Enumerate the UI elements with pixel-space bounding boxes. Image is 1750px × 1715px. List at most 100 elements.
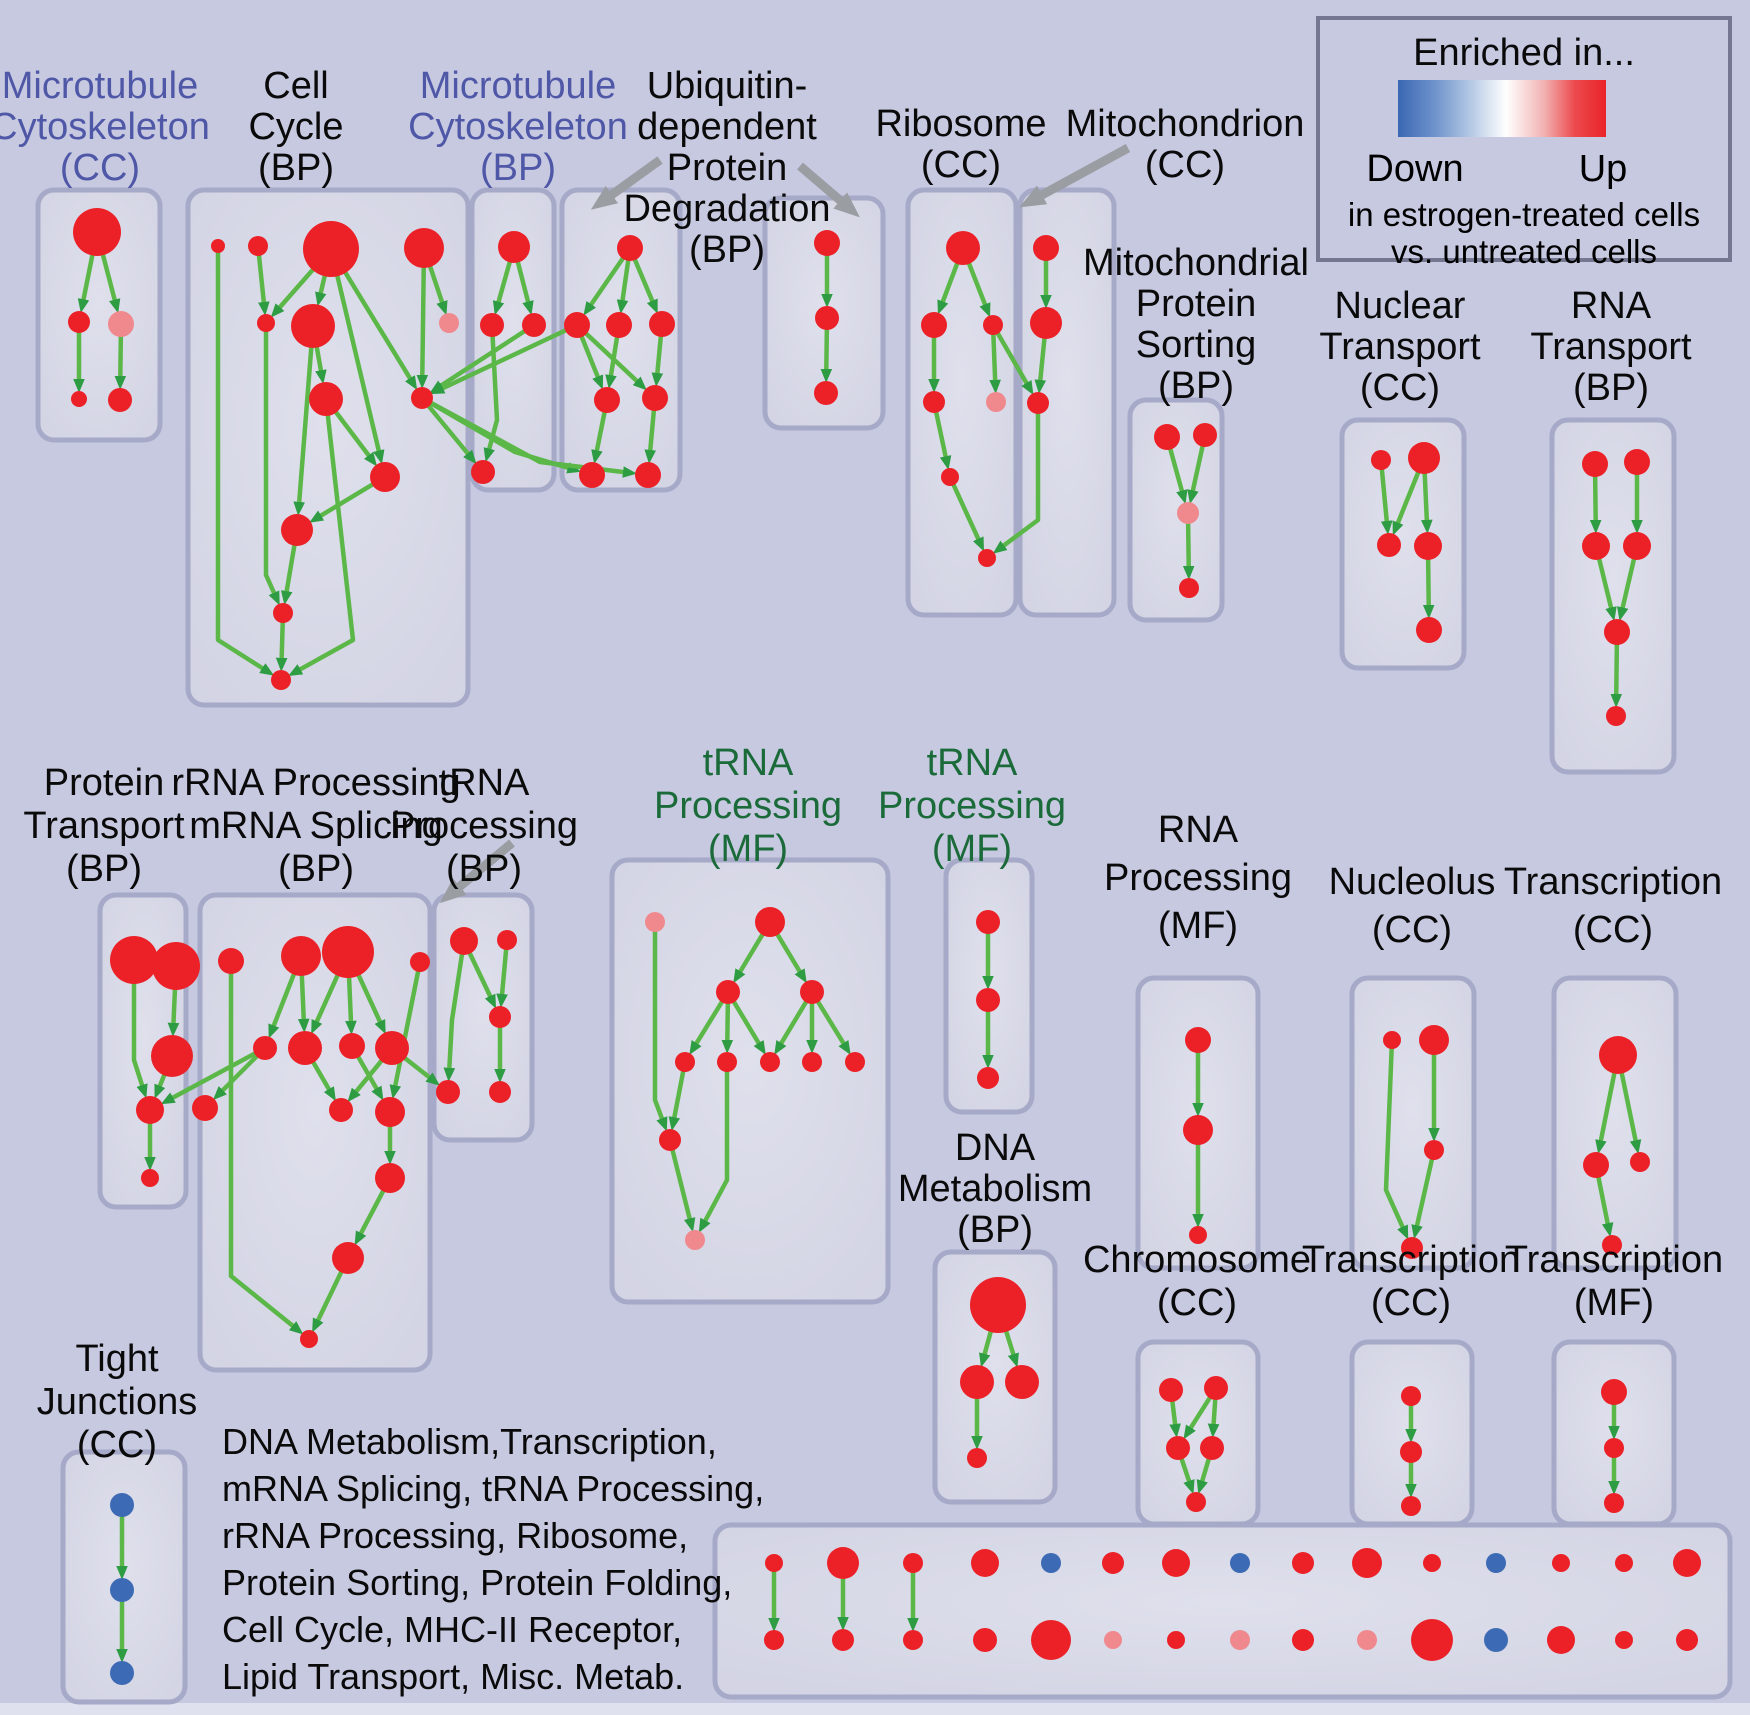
go-term-node xyxy=(1177,502,1199,524)
go-term-node xyxy=(983,315,1003,335)
lbl-trna-mf-1: Processing xyxy=(654,785,842,827)
go-term-node xyxy=(967,1448,987,1468)
go-term-node xyxy=(845,1052,865,1072)
go-term-node xyxy=(685,1230,705,1250)
go-term-node xyxy=(1104,1631,1122,1649)
go-term-node xyxy=(579,462,605,488)
go-term-node xyxy=(110,1578,134,1602)
go-term-node xyxy=(903,1553,923,1573)
go-term-node xyxy=(606,312,632,338)
lbl-dna-metabolism: DNA xyxy=(955,1127,1036,1169)
group-box-cell-cycle xyxy=(185,187,471,708)
edge-arrow xyxy=(1378,459,1393,535)
edge-arrow xyxy=(215,246,275,676)
go-term-node xyxy=(802,1052,822,1072)
go-term-node xyxy=(248,236,268,256)
go-term-node xyxy=(1630,1152,1650,1172)
go-term-node xyxy=(675,1052,695,1072)
lbl-transcription-mf: (MF) xyxy=(1574,1282,1654,1324)
edge-arrow xyxy=(328,248,385,465)
go-term-node xyxy=(498,231,530,263)
go-term-node xyxy=(594,387,620,413)
lbl-microtubule-cc: Microtubule xyxy=(2,65,198,107)
go-term-node xyxy=(108,388,132,412)
go-term-node xyxy=(322,926,374,978)
misc-line: Cell Cycle, MHC-II Receptor, xyxy=(222,1609,683,1650)
lbl-transcription-cc-2: Transcription xyxy=(1302,1239,1520,1281)
go-term-node xyxy=(1547,1626,1575,1654)
lbl-microtubule-cc: (CC) xyxy=(60,147,140,189)
go-term-node xyxy=(1357,1630,1377,1650)
go-term-node xyxy=(110,936,158,984)
lbl-ubiquitin: dependent xyxy=(637,106,817,148)
go-term-node xyxy=(1162,1549,1190,1577)
go-term-node xyxy=(1230,1553,1250,1573)
go-term-node xyxy=(1604,1493,1624,1513)
lbl-nuclear-transport: Nuclear xyxy=(1335,285,1466,327)
edge-arrow xyxy=(1383,1039,1409,1240)
edge-arrow xyxy=(416,247,429,389)
lbl-ribosome: (CC) xyxy=(921,144,1001,186)
go-term-node xyxy=(450,927,478,955)
go-term-node xyxy=(946,231,980,265)
go-term-node xyxy=(1033,235,1059,261)
go-term-node xyxy=(1179,578,1199,598)
go-term-node xyxy=(253,1036,277,1060)
go-term-node xyxy=(497,930,517,950)
lbl-transcription-mf: Transcription xyxy=(1505,1239,1723,1281)
label-pointer-arrow xyxy=(439,839,515,904)
go-term-node xyxy=(1102,1552,1124,1574)
go-term-node xyxy=(1411,1619,1453,1661)
label-pointer-arrow xyxy=(590,156,663,210)
go-term-node xyxy=(439,313,459,333)
go-term-node xyxy=(108,311,134,337)
lbl-ubiquitin: Ubiquitin- xyxy=(647,65,808,107)
go-term-node xyxy=(211,239,225,253)
go-term-node xyxy=(1599,1036,1637,1074)
lbl-rna-processing-mf: Processing xyxy=(1104,857,1292,899)
go-term-node xyxy=(375,1163,405,1193)
lbl-rna-processing-mf: RNA xyxy=(1158,809,1239,851)
lbl-rrna: mRNA Splicing xyxy=(189,805,442,847)
lbl-protein-transport: Transport xyxy=(23,805,185,847)
misc-line: Lipid Transport, Misc. Metab. xyxy=(222,1656,685,1697)
go-term-node xyxy=(136,1096,164,1124)
lbl-protein-transport: Protein xyxy=(44,762,164,804)
go-term-node xyxy=(1189,1226,1207,1244)
go-term-node xyxy=(635,462,661,488)
go-term-node xyxy=(257,314,275,332)
lbl-trna-mf-2: tRNA xyxy=(927,742,1018,784)
go-term-node xyxy=(71,391,87,407)
go-term-node xyxy=(151,1035,193,1077)
group-box-microtubule-cc xyxy=(35,187,163,443)
go-term-node xyxy=(1419,1025,1449,1055)
lbl-tight-junctions: (CC) xyxy=(77,1424,157,1466)
go-term-node xyxy=(1183,1115,1213,1145)
go-term-node xyxy=(291,304,335,348)
lbl-trna-mf-1: tRNA xyxy=(703,742,794,784)
group-box-rna-transport xyxy=(1549,417,1677,775)
go-term-node xyxy=(1377,533,1401,557)
misc-line: rRNA Processing, Ribosome, xyxy=(222,1515,689,1556)
go-term-node xyxy=(1615,1554,1633,1572)
go-term-node xyxy=(755,907,785,937)
lbl-mito-protein-sorting: Protein xyxy=(1136,283,1256,325)
go-term-node xyxy=(141,1169,159,1187)
go-term-node xyxy=(800,980,824,1004)
go-term-node xyxy=(1623,532,1651,560)
go-term-node xyxy=(332,1242,364,1274)
legend-down-label: Down xyxy=(1366,148,1464,190)
go-term-node xyxy=(1401,1237,1423,1259)
go-term-node xyxy=(1583,1152,1609,1178)
lbl-dna-metabolism: Metabolism xyxy=(898,1168,1092,1210)
go-term-node xyxy=(1154,424,1180,450)
lbl-microtubule-bp: Cytoskeleton xyxy=(408,106,628,148)
lbl-nucleolus: Nucleolus xyxy=(1329,861,1496,903)
go-term-node xyxy=(642,385,668,411)
legend-up-label: Up xyxy=(1578,148,1628,190)
lbl-trna-bp: (BP) xyxy=(446,848,522,890)
go-term-node xyxy=(976,910,1000,934)
go-term-node xyxy=(1185,1027,1211,1053)
